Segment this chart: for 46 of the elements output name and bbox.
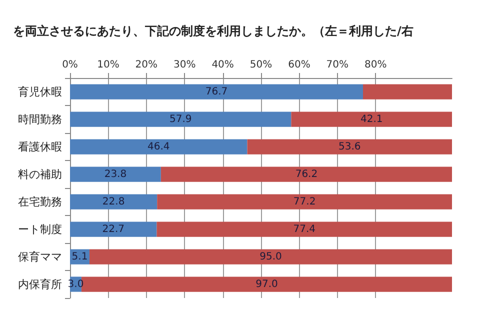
y-tick-label: 保育ママ — [18, 250, 62, 264]
data-label: 76.2 — [295, 168, 318, 180]
data-label: 97.0 — [256, 278, 278, 290]
bar — [362, 84, 452, 100]
data-label: 76.7 — [205, 86, 228, 98]
data-label: 42.1 — [360, 114, 383, 125]
x-tick-label: 20% — [135, 60, 158, 70]
bar — [89, 249, 452, 264]
x-tick-label: 10% — [97, 60, 120, 70]
bar — [291, 112, 452, 127]
data-label: 53.6 — [338, 141, 361, 152]
y-tick-label: 料の補助 — [18, 168, 62, 181]
chart-title: を両立させるにあたり、下記の制度を利用しましたか。（左＝利用した/右 — [13, 24, 414, 38]
bar — [70, 84, 363, 100]
x-tick-label: 30% — [173, 60, 196, 70]
data-label: 22.7 — [102, 224, 124, 235]
y-tick-label: ート制度 — [18, 222, 62, 236]
data-label: 23.8 — [104, 168, 127, 180]
y-tick-label: 育児休暇 — [18, 85, 62, 98]
data-label: 77.2 — [293, 196, 316, 208]
y-tick-label: 内保育所 — [18, 278, 62, 291]
data-label: 22.8 — [102, 196, 125, 208]
data-label: 5.1 — [72, 251, 88, 262]
y-tick-label: 看護休暇 — [18, 140, 62, 154]
bar — [70, 222, 157, 237]
x-tick-label: 40% — [212, 60, 234, 70]
bar — [247, 139, 452, 154]
bar — [70, 139, 248, 154]
x-tick-label: 70% — [326, 60, 349, 70]
bar — [157, 194, 452, 210]
bar — [70, 112, 292, 127]
data-label: 57.9 — [169, 114, 192, 125]
x-tick-label: 60% — [288, 60, 310, 70]
x-tick-label: 0% — [62, 60, 78, 70]
data-label: 46.4 — [147, 141, 170, 152]
bar — [156, 222, 452, 237]
bar — [160, 166, 452, 182]
y-tick-label: 時間勤務 — [18, 112, 62, 126]
y-tick-label: 在宅勤務 — [18, 195, 62, 208]
bar — [81, 276, 452, 292]
x-tick-label: 80% — [364, 60, 387, 70]
bar — [70, 166, 161, 182]
data-label: 77.4 — [293, 224, 316, 235]
data-label: 95.0 — [260, 251, 282, 262]
bar — [70, 194, 158, 210]
x-tick-label: 50% — [250, 60, 272, 70]
